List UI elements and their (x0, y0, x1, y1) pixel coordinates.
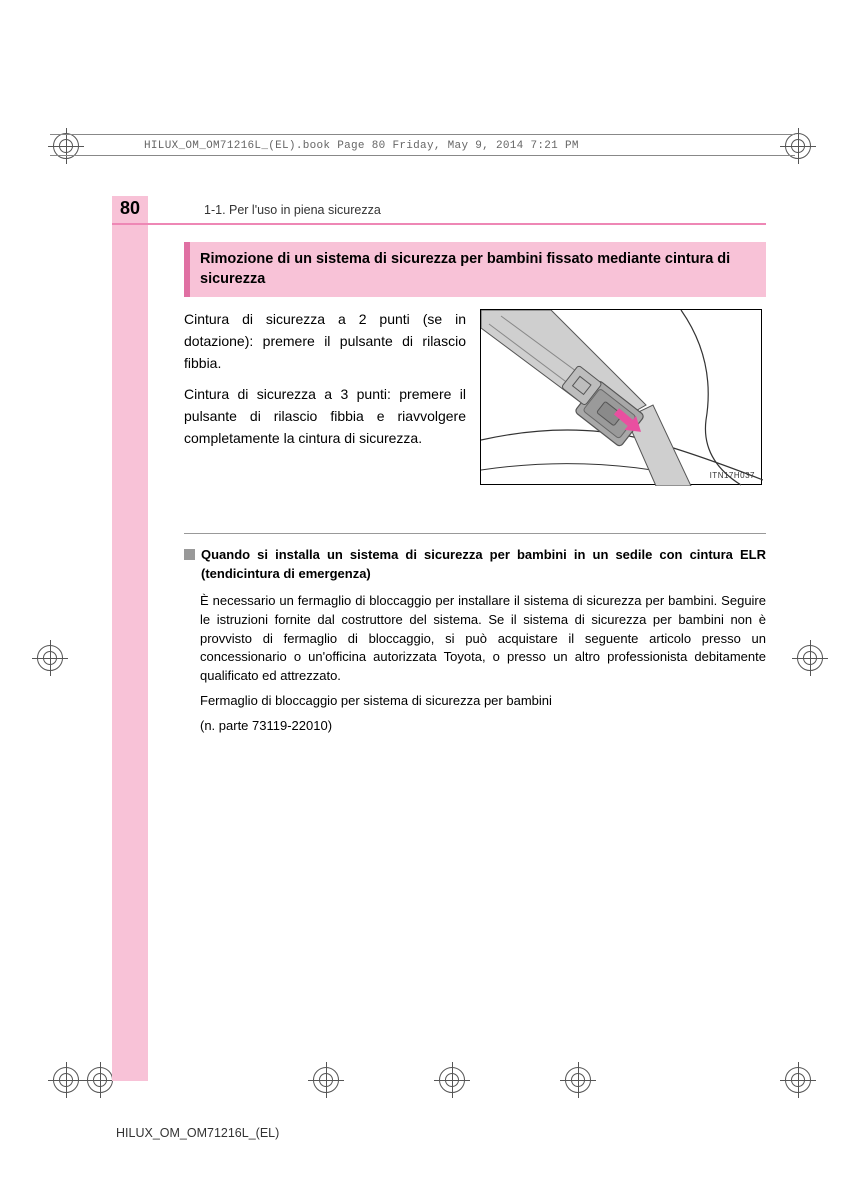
paragraph: È necessario un fermaglio di bloccaggio … (200, 592, 766, 686)
note-block: Quando si installa un sistema di sicurez… (184, 546, 766, 736)
page-number: 80 (120, 198, 140, 219)
section-label: 1-1. Per l'uso in piena sicurezza (204, 203, 381, 217)
crop-mark (780, 1062, 816, 1098)
bullet-square-icon (184, 549, 195, 560)
crop-mark (560, 1062, 596, 1098)
crop-mark (32, 640, 68, 676)
note-divider (184, 533, 766, 534)
seatbelt-illustration (481, 310, 763, 486)
body-row: Cintura di sicurezza a 2 punti (se in do… (184, 309, 766, 485)
section-rule (112, 223, 766, 225)
note-heading-text: Quando si installa un sistema di sicurez… (201, 546, 766, 584)
paragraph: Cintura di sicurezza a 3 punti: premere … (184, 384, 466, 449)
crop-mark (434, 1062, 470, 1098)
paragraph: Cintura di sicurezza a 2 punti (se in do… (184, 309, 466, 374)
page-content: Rimozione di un sistema di sicurezza per… (184, 242, 766, 742)
header-meta-text: HILUX_OM_OM71216L_(EL).book Page 80 Frid… (144, 140, 579, 152)
crop-mark (308, 1062, 344, 1098)
crop-mark (48, 1062, 84, 1098)
paragraph: Fermaglio di bloccaggio per sistema di s… (200, 692, 766, 711)
seatbelt-figure: ITN17H037 (480, 309, 762, 485)
header-rule (50, 134, 795, 135)
header-rule (50, 155, 795, 156)
page-gutter-bar (112, 196, 148, 1081)
footer-code: HILUX_OM_OM71216L_(EL) (116, 1126, 279, 1140)
paragraph: (n. parte 73119-22010) (200, 717, 766, 736)
crop-mark (792, 640, 828, 676)
note-body: È necessario un fermaglio di bloccaggio … (200, 592, 766, 736)
section-heading: Rimozione di un sistema di sicurezza per… (184, 242, 766, 297)
body-text: Cintura di sicurezza a 2 punti (se in do… (184, 309, 466, 485)
figure-code: ITN17H037 (710, 471, 755, 480)
note-heading: Quando si installa un sistema di sicurez… (184, 546, 766, 584)
